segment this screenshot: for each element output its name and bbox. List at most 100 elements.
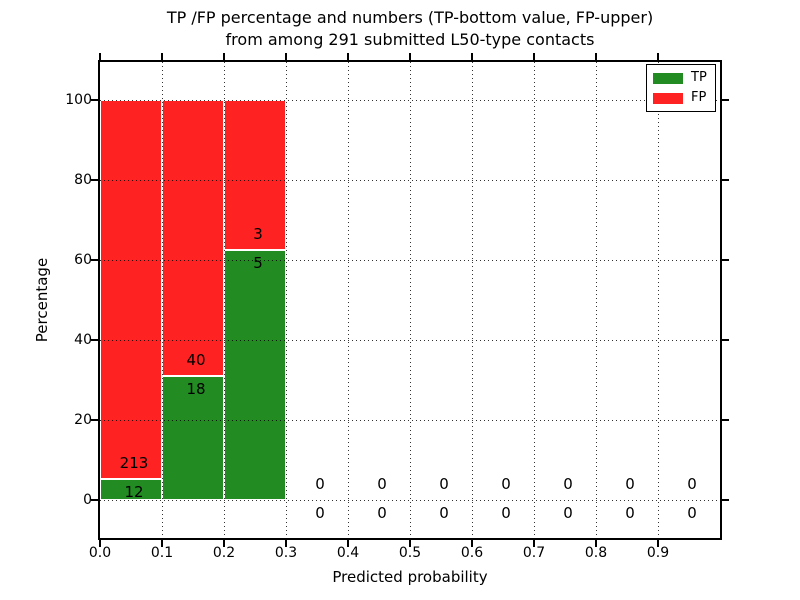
y-tick-label: 20 — [74, 412, 92, 428]
tp-count-label: 0 — [563, 504, 573, 522]
bar-fp-segment — [100, 100, 162, 479]
grid-line-horizontal — [100, 260, 720, 261]
y-axis-label: Percentage — [33, 257, 51, 343]
y-tick-mark-right — [722, 499, 729, 501]
x-tick-mark-bottom — [471, 540, 473, 547]
grid-line-vertical — [472, 62, 473, 538]
x-tick-mark-bottom — [409, 540, 411, 547]
y-tick-mark-left — [91, 419, 98, 421]
x-tick-mark-bottom — [161, 540, 163, 547]
grid-line-horizontal — [100, 100, 720, 101]
x-tick-mark-top — [657, 53, 659, 60]
x-tick-mark-top — [471, 53, 473, 60]
tp-count-label: 0 — [625, 504, 635, 522]
tp-color-swatch-icon — [653, 72, 683, 84]
y-tick-mark-left — [91, 99, 98, 101]
x-tick-label: 0.7 — [522, 545, 546, 561]
x-tick-mark-top — [347, 53, 349, 60]
y-tick-label: 40 — [74, 332, 92, 348]
tp-count-label: 0 — [439, 504, 449, 522]
x-tick-label: 0.8 — [584, 545, 608, 561]
x-axis-label: Predicted probability — [332, 568, 488, 586]
x-tick-label: 0.1 — [150, 545, 174, 561]
fp-count-label: 0 — [687, 475, 697, 493]
fp-count-label: 3 — [253, 225, 263, 243]
grid-line-vertical — [348, 62, 349, 538]
x-tick-mark-top — [409, 53, 411, 60]
bar-tp-segment — [162, 375, 224, 500]
x-tick-mark-bottom — [347, 540, 349, 547]
y-tick-mark-left — [91, 259, 98, 261]
x-tick-label: 0.9 — [646, 545, 670, 561]
tp-count-label: 18 — [186, 379, 206, 398]
grid-line-vertical — [224, 62, 225, 538]
fp-count-label: 0 — [439, 475, 449, 493]
fp-count-label: 213 — [119, 453, 149, 472]
chart-title-line2: from among 291 submitted L50-type contac… — [225, 30, 595, 49]
y-tick-label: 0 — [83, 492, 92, 508]
tp-count-label: 0 — [687, 504, 697, 522]
fp-count-label: 0 — [377, 475, 387, 493]
y-tick-label: 100 — [65, 92, 92, 108]
y-tick-mark-left — [91, 179, 98, 181]
fp-count-label: 0 — [625, 475, 635, 493]
y-tick-mark-right — [722, 339, 729, 341]
y-tick-mark-left — [91, 339, 98, 341]
y-tick-label: 80 — [74, 172, 92, 188]
tp-count-label: 0 — [377, 504, 387, 522]
x-tick-label: 0.2 — [212, 545, 236, 561]
bar-fp-segment — [162, 100, 224, 376]
fp-color-swatch-icon — [653, 92, 683, 104]
fp-count-label: 0 — [501, 475, 511, 493]
x-tick-mark-bottom — [285, 540, 287, 547]
legend-row-fp: FP — [647, 91, 715, 105]
tp-count-label: 0 — [501, 504, 511, 522]
grid-line-horizontal — [100, 340, 720, 341]
x-tick-mark-bottom — [595, 540, 597, 547]
x-tick-mark-top — [161, 53, 163, 60]
y-tick-mark-right — [722, 99, 729, 101]
bar-tp-segment — [100, 478, 162, 500]
x-tick-mark-top — [99, 53, 101, 60]
y-tick-mark-right — [722, 419, 729, 421]
legend-label-fp: FP — [691, 90, 707, 105]
x-tick-label: 0.6 — [460, 545, 484, 561]
x-tick-mark-bottom — [223, 540, 225, 547]
grid-line-vertical — [534, 62, 535, 538]
grid-line-vertical — [410, 62, 411, 538]
chart-title: TP /FP percentage and numbers (TP-bottom… — [100, 7, 720, 51]
chart-title-line1: TP /FP percentage and numbers (TP-bottom… — [166, 8, 654, 27]
x-tick-mark-bottom — [657, 540, 659, 547]
fp-count-label: 40 — [186, 350, 206, 369]
y-tick-mark-left — [91, 499, 98, 501]
tp-count-label: 12 — [124, 482, 144, 501]
grid-line-horizontal — [100, 500, 720, 501]
fp-count-label: 0 — [315, 475, 325, 493]
y-tick-mark-right — [722, 259, 729, 261]
legend-label-tp: TP — [691, 70, 707, 85]
x-tick-mark-bottom — [99, 540, 101, 547]
x-tick-label: 0.5 — [398, 545, 422, 561]
grid-line-vertical — [162, 62, 163, 538]
x-tick-mark-top — [223, 53, 225, 60]
x-tick-mark-top — [285, 53, 287, 60]
tp-count-label: 0 — [315, 504, 325, 522]
fp-count-label: 0 — [563, 475, 573, 493]
grid-line-horizontal — [100, 180, 720, 181]
x-tick-mark-top — [533, 53, 535, 60]
y-tick-mark-right — [722, 179, 729, 181]
y-tick-label: 60 — [74, 252, 92, 268]
x-tick-mark-bottom — [533, 540, 535, 547]
x-tick-label: 0.3 — [274, 545, 298, 561]
bar-tp-segment — [224, 250, 286, 500]
tp-count-label: 5 — [253, 254, 263, 272]
grid-line-horizontal — [100, 420, 720, 421]
grid-line-vertical — [286, 62, 287, 538]
legend-row-tp: TP — [647, 71, 715, 85]
grid-line-vertical — [658, 62, 659, 538]
legend: TP FP — [646, 64, 716, 112]
x-tick-mark-top — [595, 53, 597, 60]
x-tick-label: 0.4 — [336, 545, 360, 561]
grid-line-vertical — [596, 62, 597, 538]
